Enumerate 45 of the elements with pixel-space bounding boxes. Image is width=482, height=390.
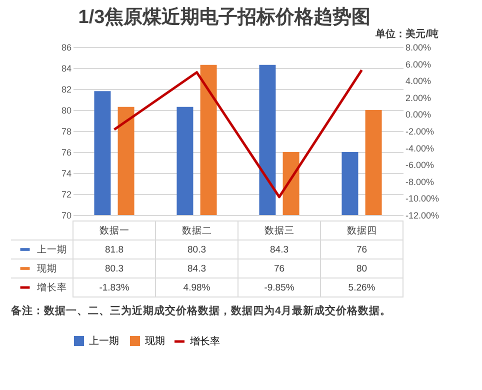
data-label: 84.3 — [188, 264, 206, 274]
y2-tick-label: -8.00% — [406, 176, 434, 187]
text: 现期 — [37, 264, 57, 274]
y2-tick-label: 8.00% — [406, 42, 432, 52]
y-tick-label: 72 — [61, 190, 72, 200]
legend-label: 上一期 — [89, 335, 119, 347]
y-tick-label: 74 — [61, 168, 72, 178]
y2-tick-label: 0.00% — [406, 110, 432, 120]
data-label: 80 — [356, 264, 368, 274]
data-label: 5.26% — [348, 282, 376, 294]
data-label: 80.3 — [188, 244, 206, 256]
text: 备注：数据一、二、三为近期成交价格数据，数据四为4月最新成交价格数据。 — [10, 304, 391, 317]
x-tick-label: 数据四 — [346, 224, 377, 236]
y2-tick-label: -12.00% — [406, 210, 440, 220]
y2-tick-label: 2.00% — [406, 92, 432, 103]
y2-tick-label: -6.00% — [406, 160, 434, 170]
y-tick-label: 78 — [61, 126, 72, 136]
y2-tick-label: 6.00% — [406, 59, 432, 70]
chart-subtitle: 单位：美元/吨 — [374, 28, 439, 40]
data-label: 76 — [274, 264, 285, 274]
legend-label: 现期 — [145, 335, 165, 347]
y-tick-label: 70 — [61, 210, 72, 220]
text: 上一期 — [37, 244, 67, 256]
y2-tick-label: -2.00% — [406, 126, 434, 136]
data-label: -9.85% — [264, 282, 295, 294]
text: 增长率 — [190, 336, 220, 348]
y2-tick-label: 4.00% — [406, 76, 432, 86]
y2-tick-label: -10.00% — [406, 194, 440, 204]
y-tick-label: 86 — [61, 42, 72, 52]
data-label: 84.3 — [270, 244, 288, 256]
data-label: 4.98% — [183, 282, 211, 294]
data-label: -1.83% — [99, 282, 130, 294]
x-tick-label: 数据三 — [264, 224, 294, 236]
y-tick-label: 76 — [61, 148, 72, 158]
data-label: 81.8 — [105, 244, 124, 256]
y-tick-label: 82 — [61, 84, 72, 94]
y-tick-label: 80 — [61, 106, 72, 116]
x-tick-label: 数据二 — [182, 224, 212, 236]
data-label: 76 — [356, 244, 368, 256]
chart-title: 1/3焦原煤近期电子招标价格趋势图 — [78, 6, 371, 28]
x-tick-label: 数据一 — [99, 224, 130, 236]
y-tick-label: 84 — [61, 64, 72, 74]
data-label: 80.3 — [105, 264, 124, 274]
legend-label: 增长率 — [36, 282, 67, 294]
y2-tick-label: -4.00% — [406, 143, 434, 154]
